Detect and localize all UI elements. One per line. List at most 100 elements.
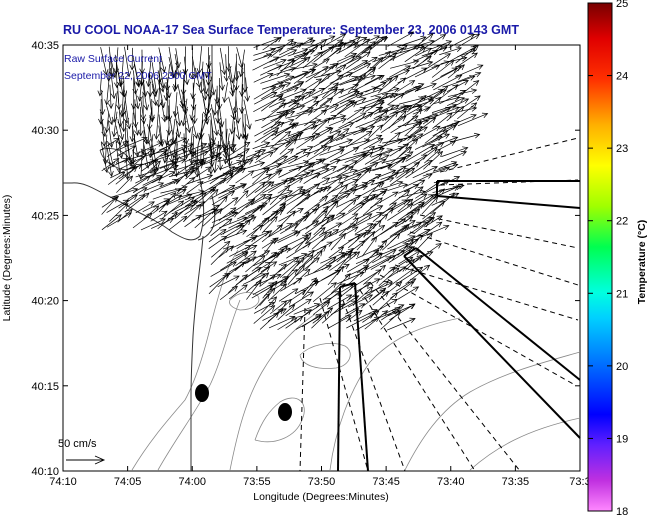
current-vector xyxy=(163,146,170,172)
current-vector xyxy=(237,198,256,215)
current-vector xyxy=(110,165,136,179)
current-vector xyxy=(191,56,198,79)
current-vector xyxy=(372,202,397,222)
current-vector xyxy=(345,130,373,148)
current-vector xyxy=(242,121,249,141)
current-vector xyxy=(455,44,480,64)
current-vector xyxy=(288,95,306,108)
current-vector xyxy=(106,105,114,126)
current-vector xyxy=(259,274,276,287)
current-vector xyxy=(414,135,443,150)
current-vector xyxy=(252,56,280,71)
current-vector xyxy=(398,86,422,98)
current-vector xyxy=(278,288,299,302)
current-vector xyxy=(208,273,229,295)
current-vector xyxy=(372,180,404,192)
current-vector xyxy=(421,224,450,238)
current-vector xyxy=(208,228,227,243)
current-vector xyxy=(101,120,107,148)
current-vector xyxy=(296,254,314,272)
current-vector xyxy=(354,212,383,227)
current-vector xyxy=(106,140,130,158)
current-vector xyxy=(380,172,400,184)
current-vector xyxy=(254,151,274,164)
current-vector xyxy=(276,298,292,314)
current-vector xyxy=(397,198,414,213)
current-vector xyxy=(422,200,446,220)
current-vector xyxy=(277,231,301,244)
current-vector xyxy=(296,249,315,266)
y-tick-label: 40:10 xyxy=(31,466,59,478)
current-vector xyxy=(321,159,341,169)
current-vector xyxy=(271,123,295,141)
current-vector xyxy=(153,107,160,140)
current-vector xyxy=(447,64,465,79)
current-vector xyxy=(397,201,425,221)
current-vector xyxy=(305,210,328,230)
x-tick-label: 73:55 xyxy=(243,476,271,488)
current-vector xyxy=(158,137,188,151)
current-vector xyxy=(107,158,129,170)
current-vector xyxy=(321,263,350,281)
current-vector xyxy=(253,305,276,324)
current-vector xyxy=(101,214,122,231)
current-vector xyxy=(380,111,399,128)
current-vector xyxy=(336,199,357,216)
current-vector xyxy=(364,93,395,107)
current-vector xyxy=(310,58,330,71)
current-vector xyxy=(209,166,236,185)
bearing-line-dashed xyxy=(369,281,521,472)
current-vector xyxy=(286,190,311,206)
current-vector xyxy=(288,291,315,308)
current-vector xyxy=(271,81,292,90)
bathymetry-contour xyxy=(157,299,241,471)
current-vector xyxy=(457,80,480,98)
current-vector xyxy=(319,33,347,49)
current-vector xyxy=(356,286,374,302)
current-vector xyxy=(157,70,165,93)
current-vector xyxy=(145,118,152,145)
current-vector xyxy=(218,207,237,221)
current-vector xyxy=(215,104,221,124)
y-tick-label: 40:15 xyxy=(31,381,59,393)
current-vector xyxy=(101,158,120,172)
current-vector xyxy=(395,278,417,292)
current-vector xyxy=(226,148,250,163)
current-vector xyxy=(98,99,104,125)
current-vector xyxy=(405,159,433,179)
current-vector xyxy=(361,236,378,257)
current-vector xyxy=(220,252,249,271)
current-vector xyxy=(387,183,408,192)
current-vector xyxy=(276,210,296,231)
current-vector xyxy=(346,184,369,193)
current-vector xyxy=(277,177,304,194)
y-axis-ticks: 40:35 40:30 40:25 40:20 40:15 40:10 xyxy=(31,40,580,478)
current-vector xyxy=(219,285,238,300)
current-vector xyxy=(304,109,328,127)
current-vector xyxy=(191,118,199,139)
current-vector xyxy=(106,212,132,228)
current-vector xyxy=(147,71,153,98)
current-vector xyxy=(330,138,354,148)
current-vector xyxy=(405,173,433,187)
current-vector xyxy=(285,298,312,317)
current-vector xyxy=(160,160,178,178)
current-vector xyxy=(412,55,432,70)
current-vector xyxy=(404,46,427,63)
current-vector xyxy=(302,78,323,92)
current-vector xyxy=(246,272,270,293)
current-vector xyxy=(166,105,172,136)
current-vector xyxy=(183,56,190,86)
map-layer xyxy=(63,31,581,472)
current-vector xyxy=(362,197,383,216)
colorbar-tick-label: 24 xyxy=(616,71,628,83)
current-vector xyxy=(127,187,148,200)
current-vector xyxy=(219,62,225,91)
current-vector xyxy=(356,95,382,106)
current-vector xyxy=(311,231,332,250)
current-vector xyxy=(262,169,282,186)
current-vector xyxy=(389,190,411,206)
current-vector xyxy=(387,31,415,47)
current-vector xyxy=(192,186,217,207)
current-vector xyxy=(205,82,212,114)
